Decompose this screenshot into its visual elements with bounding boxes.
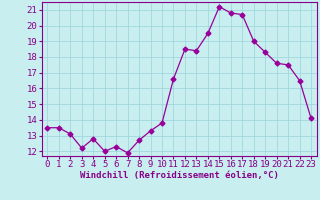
X-axis label: Windchill (Refroidissement éolien,°C): Windchill (Refroidissement éolien,°C) <box>80 171 279 180</box>
